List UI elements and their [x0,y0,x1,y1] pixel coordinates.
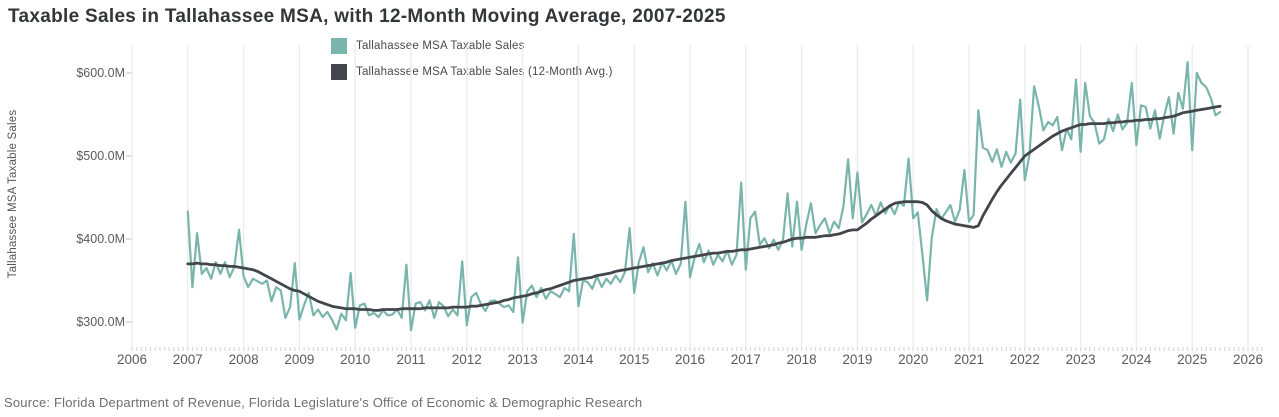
x-tick-label-2019: 2019 [842,352,873,367]
x-tick-label-2010: 2010 [340,352,371,367]
x-tick-label-2015: 2015 [619,352,650,367]
x-tick-label-2006: 2006 [116,352,148,367]
legend-item-taxable-sales[interactable]: Tallahassee MSA Taxable Sales [331,37,613,55]
legend-label-12-month-avg: Tallahassee MSA Taxable Sales (12-Month … [356,66,613,78]
legend-item-12-month-avg[interactable]: Tallahassee MSA Taxable Sales (12-Month … [331,63,613,81]
x-tick-label-2020: 2020 [898,352,929,367]
legend-label-taxable-sales: Tallahassee MSA Taxable Sales [356,40,525,52]
x-tick-label-2017: 2017 [730,352,761,367]
x-tick-label-2011: 2011 [396,352,426,367]
chart-title: Taxable Sales in Tallahassee MSA, with 1… [8,6,726,27]
source-note: Source: Florida Department of Revenue, F… [4,395,643,410]
x-tick-label-2008: 2008 [228,352,259,367]
x-tick-label-2026: 2026 [1232,352,1264,367]
taxable-sales-line[interactable] [186,61,1222,332]
x-tick-label-2013: 2013 [507,352,538,367]
x-tick-label-2009: 2009 [284,352,315,367]
y-axis-title: Tallahassee MSA Taxable Sales [7,109,19,279]
x-tick-label-2022: 2022 [1009,352,1040,367]
y-tick-label-500: $500.0M [76,149,125,163]
x-tick-label-2012: 2012 [451,352,482,367]
x-tick-label-2025: 2025 [1177,352,1208,367]
x-tick-label-2023: 2023 [1065,352,1096,367]
moving-average-line[interactable] [186,104,1222,312]
y-tick-label-300: $300.0M [76,315,125,329]
x-tick-label-2014: 2014 [563,352,594,367]
y-tick-label-600: $600.0M [76,66,125,80]
x-tick-label-2021: 2021 [953,352,985,367]
x-tick-label-2016: 2016 [674,352,706,367]
chart-legend: Tallahassee MSA Taxable Sales Tallahasse… [331,37,613,89]
x-tick-label-2007: 2007 [172,352,203,367]
x-tick-label-2018: 2018 [786,352,817,367]
y-tick-label-400: $400.0M [76,232,125,246]
x-tick-label-2024: 2024 [1121,352,1152,367]
legend-swatch-teal [331,38,347,54]
legend-swatch-dark [331,64,347,80]
